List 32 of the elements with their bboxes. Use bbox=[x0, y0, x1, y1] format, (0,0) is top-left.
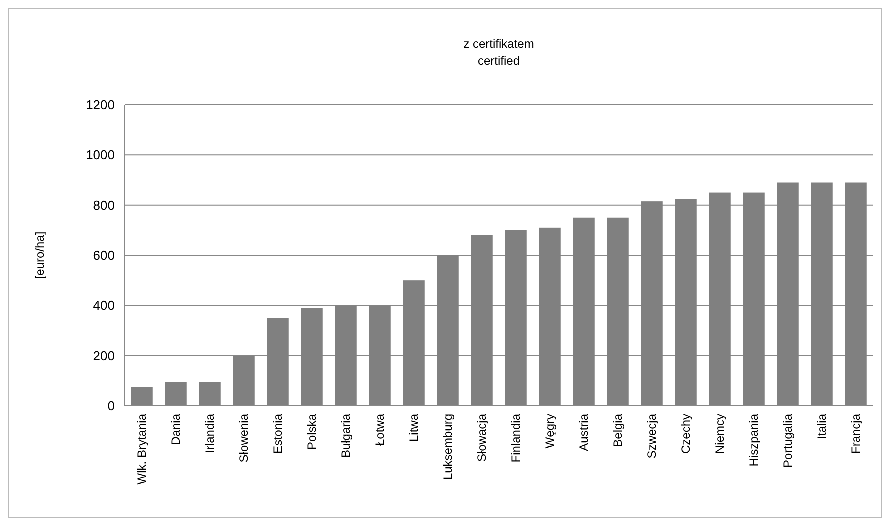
y-tick-label: 1000 bbox=[86, 148, 115, 163]
x-tick-label: Francja bbox=[849, 414, 864, 454]
x-tick-label: Słowacja bbox=[475, 414, 490, 462]
x-tick-label: Portugalia bbox=[781, 414, 796, 468]
x-tick-label: Wlk. Brytania bbox=[135, 414, 150, 485]
x-tick-label: Dania bbox=[169, 414, 184, 446]
x-tick-label: Słowenia bbox=[237, 414, 252, 463]
y-tick-label: 600 bbox=[93, 248, 115, 264]
chart-title: z certifikatem bbox=[464, 37, 534, 51]
x-tick-label: Bułgaria bbox=[339, 414, 354, 458]
x-tick-label: Estonia bbox=[271, 414, 286, 454]
x-tick-label: Irlandia bbox=[203, 414, 218, 454]
x-tick-label: Węgry bbox=[543, 414, 558, 449]
x-tick-label: Austria bbox=[577, 414, 592, 452]
x-tick-label: Italia bbox=[815, 414, 830, 440]
x-tick-label: Belgia bbox=[611, 414, 626, 448]
chart-subtitle: certified bbox=[478, 54, 520, 68]
x-tick-label: Luksemburg bbox=[441, 414, 456, 480]
x-tick-label: Hiszpania bbox=[747, 414, 762, 467]
y-tick-label: 400 bbox=[93, 298, 115, 314]
y-tick-label: 800 bbox=[93, 198, 115, 213]
x-tick-label: Szwecja bbox=[645, 414, 660, 459]
x-tick-label: Czechy bbox=[679, 414, 694, 454]
x-tick-label: Niemcy bbox=[713, 414, 728, 454]
x-tick-label: Łotwa bbox=[373, 414, 388, 446]
y-tick-label: 0 bbox=[108, 398, 115, 414]
y-axis-title: [euro/ha] bbox=[33, 232, 47, 280]
x-tick-label: Polska bbox=[305, 414, 320, 450]
y-tick-label: 1200 bbox=[86, 98, 115, 113]
x-tick-label: Finlandia bbox=[509, 414, 524, 463]
x-tick-label: Litwa bbox=[407, 414, 422, 442]
y-tick-label: 200 bbox=[93, 348, 115, 364]
